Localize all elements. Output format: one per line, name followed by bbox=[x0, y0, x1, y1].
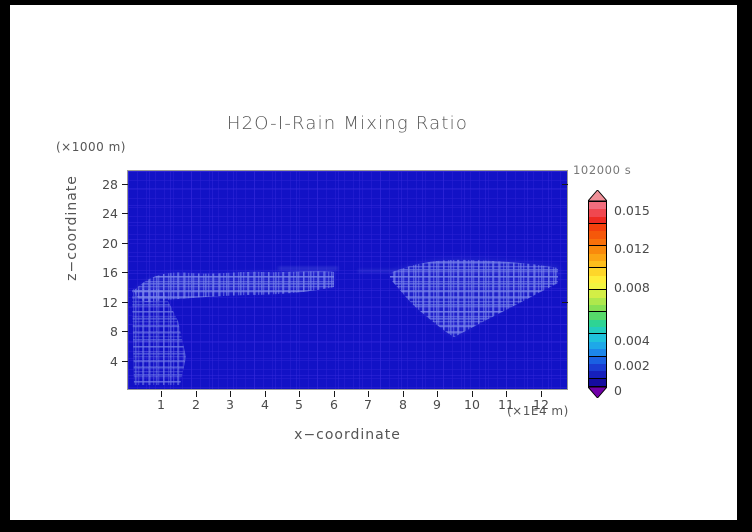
y-tick-8 bbox=[122, 331, 128, 332]
y-tick-12 bbox=[122, 302, 128, 303]
colorbar-label-0002: 0.002 bbox=[614, 358, 650, 373]
page-title: H2O-I-Rain Mixing Ratio bbox=[226, 113, 469, 134]
colorbar-segment bbox=[589, 231, 606, 239]
x-tick-label-6: 6 bbox=[330, 397, 338, 412]
y-tick-label-16: 16 bbox=[102, 265, 118, 280]
colorbar-segment bbox=[589, 378, 606, 386]
x-tick-2 bbox=[196, 391, 197, 397]
x-tick-label-1: 1 bbox=[157, 397, 165, 412]
x-tick-label-9: 9 bbox=[433, 397, 441, 412]
colorbar-label-0004: 0.004 bbox=[614, 333, 650, 348]
x-tick-3 bbox=[230, 391, 231, 397]
y-tick-16 bbox=[122, 272, 128, 273]
colorbar-segment bbox=[589, 268, 606, 276]
x-tick-label-3: 3 bbox=[226, 397, 234, 412]
contour-plot-area bbox=[127, 170, 568, 390]
colorbar-segment bbox=[589, 216, 606, 225]
colorbar-segment bbox=[589, 209, 606, 217]
y-tick-inner-12 bbox=[562, 302, 568, 303]
x-tick-9 bbox=[437, 391, 438, 397]
colorbar-segment bbox=[589, 224, 606, 232]
x-axis-unit-label: (×1E4 m) bbox=[507, 404, 569, 418]
x-tick-12 bbox=[541, 391, 542, 397]
upper-wisps bbox=[168, 267, 398, 281]
x-tick-10 bbox=[472, 391, 473, 397]
colorbar-segment bbox=[589, 349, 606, 357]
y-tick-24 bbox=[122, 213, 128, 214]
x-axis-title: x−coordinate bbox=[294, 427, 401, 443]
colorbar-label-0: 0 bbox=[614, 383, 622, 398]
colorbar-segment bbox=[589, 260, 606, 269]
contour-field bbox=[128, 171, 567, 389]
x-tick-5 bbox=[299, 391, 300, 397]
colorbar-label-0015: 0.015 bbox=[614, 203, 650, 218]
y-tick-label-8: 8 bbox=[110, 324, 118, 339]
y-tick-label-24: 24 bbox=[102, 206, 118, 221]
x-tick-11 bbox=[506, 391, 507, 397]
x-tick-label-12: 12 bbox=[533, 397, 549, 412]
y-tick-label-20: 20 bbox=[102, 236, 118, 251]
figure-canvas: H2O-I-Rain Mixing Ratio (×1000 m) 102000… bbox=[10, 5, 737, 520]
colorbar-segment bbox=[589, 246, 606, 254]
y-tick-28 bbox=[122, 184, 128, 185]
colorbar-segment bbox=[589, 341, 606, 350]
y-tick-inner-28 bbox=[562, 184, 568, 185]
x-tick-label-10: 10 bbox=[464, 397, 480, 412]
colorbar-segment bbox=[589, 334, 606, 342]
x-tick-label-11: 11 bbox=[498, 397, 514, 412]
x-tick-4 bbox=[265, 391, 266, 397]
colorbar-segment bbox=[589, 356, 606, 364]
x-tick-7 bbox=[368, 391, 369, 397]
timestamp-label: 102000 s bbox=[573, 163, 632, 177]
x-tick-label-5: 5 bbox=[295, 397, 303, 412]
colorbar-segment bbox=[589, 327, 606, 335]
colorbar-segment bbox=[589, 305, 606, 313]
x-tick-1 bbox=[161, 391, 162, 397]
y-tick-label-12: 12 bbox=[102, 295, 118, 310]
x-tick-label-7: 7 bbox=[364, 397, 372, 412]
colorbar-segment bbox=[589, 312, 606, 320]
colorbar-segment bbox=[589, 282, 606, 291]
colorbar-label-0008: 0.008 bbox=[614, 280, 650, 295]
x-tick-label-4: 4 bbox=[261, 397, 269, 412]
x-tick-label-8: 8 bbox=[399, 397, 407, 412]
y-tick-4 bbox=[122, 361, 128, 362]
y-axis-title: z−coordinate bbox=[64, 175, 80, 281]
colorbar-segment bbox=[589, 363, 606, 372]
colorbar-segment bbox=[589, 371, 606, 379]
z-axis-unit-label: (×1000 m) bbox=[56, 140, 126, 154]
y-tick-label-28: 28 bbox=[102, 177, 118, 192]
colorbar-segment bbox=[589, 275, 606, 283]
colorbar-segment bbox=[589, 290, 606, 298]
x-tick-label-2: 2 bbox=[192, 397, 200, 412]
colorbar-cap-top bbox=[588, 190, 607, 201]
colorbar-segment bbox=[589, 253, 606, 261]
colorbar-segment bbox=[589, 319, 606, 328]
x-tick-8 bbox=[403, 391, 404, 397]
colorbar[interactable] bbox=[588, 201, 607, 387]
colorbar-segment bbox=[589, 202, 606, 210]
colorbar-label-0012: 0.012 bbox=[614, 241, 650, 256]
x-tick-6 bbox=[334, 391, 335, 397]
y-tick-20 bbox=[122, 243, 128, 244]
colorbar-segment bbox=[589, 297, 606, 306]
y-tick-label-4: 4 bbox=[110, 354, 118, 369]
colorbar-segment bbox=[589, 238, 606, 247]
colorbar-cap-bottom bbox=[588, 387, 607, 398]
